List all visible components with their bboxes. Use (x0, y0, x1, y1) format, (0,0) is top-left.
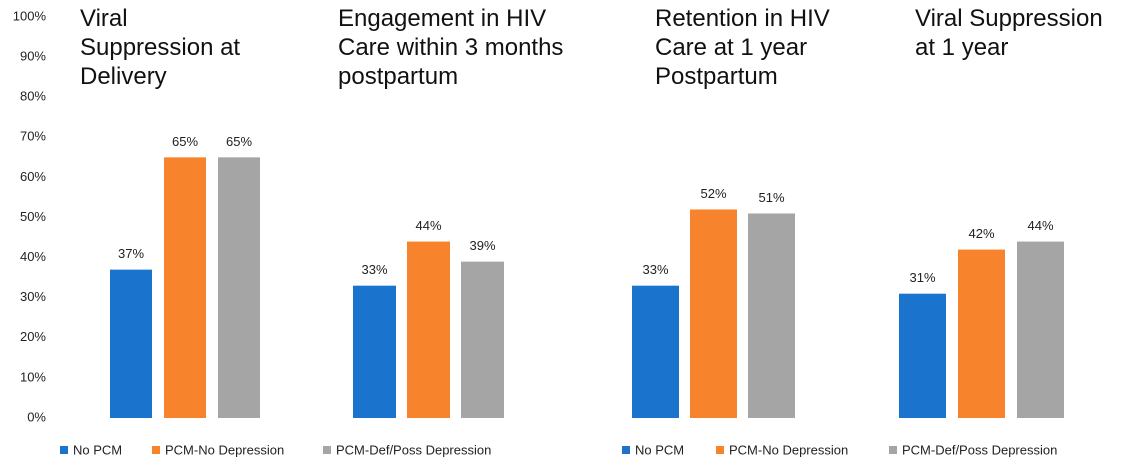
legend-swatch (323, 446, 331, 454)
value-label: 51% (758, 190, 784, 205)
legend-swatch (889, 446, 897, 454)
value-label: 44% (415, 218, 441, 233)
bar (218, 157, 260, 418)
group-title-box: Viral Suppression at Delivery (80, 5, 241, 90)
legend-label: PCM-Def/Poss Depression (902, 442, 1057, 457)
value-label: 42% (968, 226, 994, 241)
bar (690, 209, 737, 418)
group-title-box: Engagement in HIV Care within 3 months p… (338, 5, 564, 90)
y-tick-label: 40% (20, 249, 46, 264)
y-tick-label: 90% (20, 49, 46, 64)
y-tick-label: 0% (27, 409, 46, 424)
legend-swatch (622, 446, 630, 454)
y-tick-label: 80% (20, 89, 46, 104)
group-title-box: Retention in HIV Care at 1 year Postpart… (655, 5, 830, 90)
value-label: 44% (1027, 218, 1053, 233)
bar (632, 285, 679, 418)
y-tick-label: 70% (20, 129, 46, 144)
value-label: 65% (172, 134, 198, 149)
group-title: Viral Suppression at 1 year (915, 5, 1103, 61)
legend-swatch (716, 446, 724, 454)
legend-swatch (60, 446, 68, 454)
bar (353, 285, 396, 418)
bar (164, 157, 206, 418)
bar (1017, 241, 1064, 418)
group-title: Retention in HIV Care at 1 year Postpart… (655, 5, 830, 90)
legend-swatch (152, 446, 160, 454)
bar (110, 269, 152, 418)
legend-label: PCM-No Depression (165, 442, 284, 457)
value-label: 65% (226, 134, 252, 149)
bar (958, 249, 1005, 418)
y-tick-label: 100% (13, 8, 47, 23)
y-tick-label: 50% (20, 209, 46, 224)
y-tick-label: 30% (20, 289, 46, 304)
value-label: 37% (118, 246, 144, 261)
value-label: 52% (700, 186, 726, 201)
y-tick-label: 10% (20, 369, 46, 384)
group-title: Viral Suppression at Delivery (80, 5, 241, 90)
group-title: Engagement in HIV Care within 3 months p… (338, 5, 564, 90)
value-label: 31% (909, 270, 935, 285)
group-title-box: Viral Suppression at 1 year (915, 5, 1103, 61)
legend-label: No PCM (73, 442, 122, 457)
legend-label: PCM-No Depression (729, 442, 848, 457)
y-tick-label: 60% (20, 169, 46, 184)
value-label: 33% (642, 262, 668, 277)
y-tick-label: 20% (20, 329, 46, 344)
value-label: 33% (361, 262, 387, 277)
legend-label: PCM-Def/Poss Depression (336, 442, 491, 457)
value-label: 39% (469, 238, 495, 253)
bar (899, 293, 946, 418)
legend-label: No PCM (635, 442, 684, 457)
bar (407, 241, 450, 418)
bar (748, 213, 795, 418)
bar (461, 261, 504, 418)
